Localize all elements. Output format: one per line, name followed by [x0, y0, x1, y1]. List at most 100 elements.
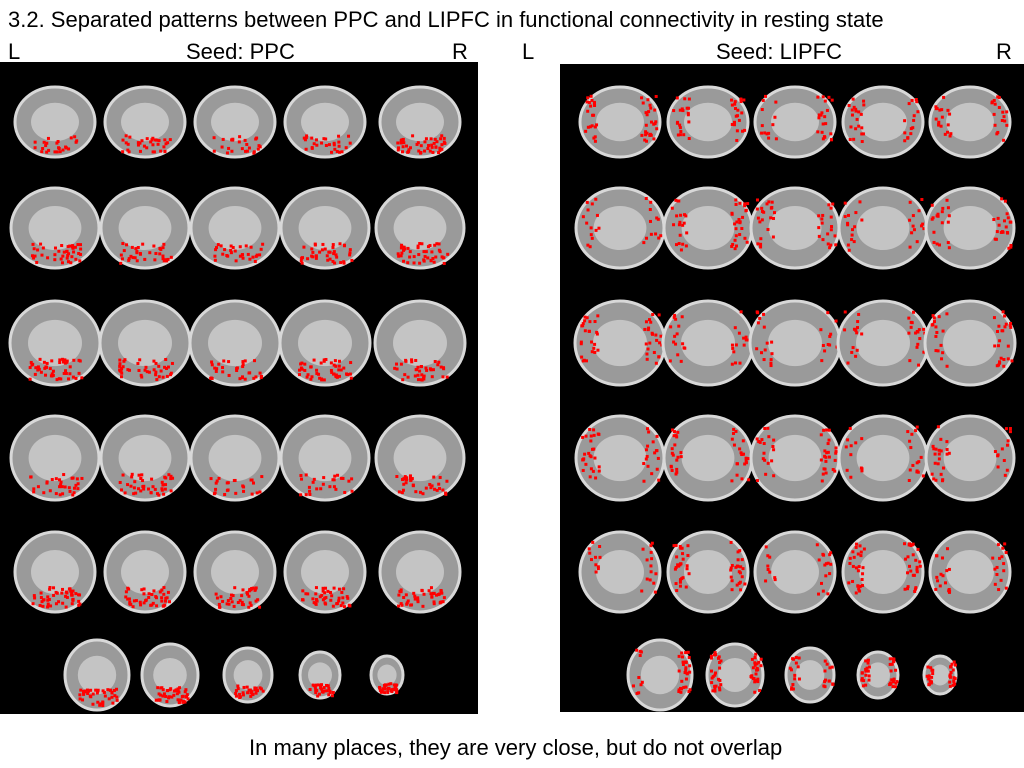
activation: [332, 252, 336, 256]
activation: [240, 147, 244, 151]
activation: [63, 358, 67, 362]
activation: [927, 674, 931, 678]
activation: [138, 600, 142, 604]
activation: [221, 365, 225, 369]
activation: [829, 228, 833, 232]
activation: [847, 248, 851, 252]
activation: [903, 587, 907, 591]
activation: [1005, 123, 1009, 127]
activation: [419, 365, 423, 369]
activation: [147, 370, 151, 374]
activation: [48, 367, 52, 371]
activation: [679, 455, 683, 459]
activation: [942, 95, 946, 99]
activation: [395, 362, 399, 366]
activation: [915, 570, 919, 574]
activation: [243, 359, 247, 363]
activation: [111, 701, 115, 705]
activation: [110, 695, 114, 699]
activation: [1002, 358, 1006, 362]
activation: [937, 457, 941, 461]
activation: [823, 449, 827, 453]
activation: [826, 442, 830, 446]
activation: [642, 479, 646, 483]
activation: [589, 226, 593, 230]
activation: [644, 130, 648, 134]
activation: [389, 682, 393, 686]
activation: [590, 236, 594, 240]
activation: [760, 351, 764, 355]
activation: [645, 113, 649, 117]
activation: [214, 487, 218, 491]
activation: [220, 145, 224, 149]
activation: [914, 331, 918, 335]
activation: [917, 460, 921, 464]
activation: [937, 448, 941, 452]
activation: [254, 375, 258, 379]
activation: [769, 216, 773, 220]
activation: [588, 320, 592, 324]
activation: [442, 136, 446, 140]
activation: [329, 591, 333, 595]
activation: [335, 149, 339, 153]
activation: [637, 676, 641, 680]
activation: [65, 249, 69, 253]
activation: [862, 679, 866, 683]
activation: [1003, 473, 1007, 477]
activation: [995, 132, 999, 136]
activation: [823, 115, 827, 119]
activation: [183, 700, 187, 704]
activation: [767, 200, 771, 204]
activation: [172, 689, 176, 693]
activation: [649, 232, 653, 236]
activation: [583, 315, 587, 319]
activation: [400, 243, 404, 247]
activation: [156, 492, 160, 496]
activation: [758, 440, 762, 444]
activation: [684, 668, 688, 672]
brain-inner: [396, 102, 444, 142]
activation: [685, 672, 689, 676]
activation: [762, 325, 766, 329]
activation: [936, 349, 940, 353]
activation: [57, 147, 61, 151]
activation: [729, 575, 733, 579]
activation: [729, 566, 733, 570]
activation: [857, 312, 861, 316]
activation: [430, 250, 434, 254]
activation: [32, 594, 36, 598]
activation: [238, 254, 242, 258]
activation: [687, 656, 691, 660]
activation: [890, 662, 894, 666]
activation: [68, 244, 72, 248]
activation: [644, 123, 648, 127]
activation: [770, 340, 774, 344]
activation: [322, 686, 326, 690]
activation: [91, 692, 95, 696]
activation: [70, 591, 74, 595]
activation: [934, 349, 938, 353]
activation: [731, 242, 735, 246]
activation: [640, 133, 644, 137]
activation: [428, 482, 432, 486]
activation: [940, 357, 944, 361]
activation: [133, 256, 137, 260]
activation: [864, 683, 868, 687]
activation: [582, 358, 586, 362]
activation: [1004, 427, 1008, 431]
activation: [946, 130, 950, 134]
activation: [645, 139, 649, 143]
activation: [61, 601, 65, 605]
activation: [769, 358, 773, 362]
activation: [234, 694, 238, 698]
activation: [860, 578, 864, 582]
activation: [154, 698, 158, 702]
activation: [126, 148, 130, 152]
activation: [909, 132, 913, 136]
activation: [763, 426, 767, 430]
activation: [46, 602, 50, 606]
activation: [909, 446, 913, 450]
activation: [416, 244, 420, 248]
activation: [227, 360, 231, 364]
activation: [176, 698, 180, 702]
